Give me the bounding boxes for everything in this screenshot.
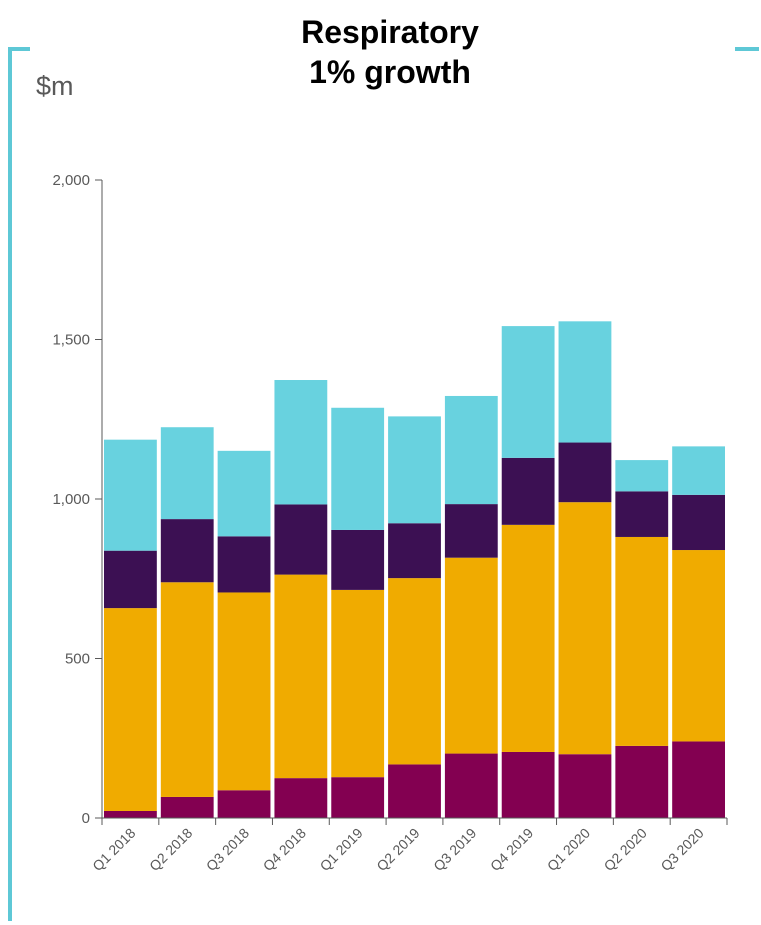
bar-segment-s3-10 xyxy=(672,446,725,495)
x-tick-label: Q2 2018 xyxy=(146,825,195,874)
bar-segment-s3-6 xyxy=(444,395,498,505)
bars-group xyxy=(104,321,725,819)
bar-segment-s1-9 xyxy=(615,536,669,746)
frame-top-right-tick xyxy=(735,47,759,51)
x-tick-label: Q3 2019 xyxy=(430,825,479,874)
y-unit-label: $m xyxy=(36,71,74,101)
bar-segment-s0-0 xyxy=(104,810,157,818)
bar-segment-s2-7 xyxy=(501,457,555,525)
bar-segment-s3-0 xyxy=(104,439,157,551)
y-tick-label: 1,000 xyxy=(52,491,90,508)
y-tick-label: 1,500 xyxy=(52,332,90,349)
frame-top-left-tick xyxy=(8,47,30,51)
bar-segment-s3-3 xyxy=(274,380,328,505)
bar-segment-s2-10 xyxy=(672,494,725,551)
frame-left-bar xyxy=(8,47,12,921)
bar-segment-s1-10 xyxy=(672,550,725,742)
bar-segment-s0-8 xyxy=(558,754,612,818)
bar-segment-s0-4 xyxy=(331,777,385,818)
bar-segment-s2-8 xyxy=(558,442,612,503)
bar-segment-s2-2 xyxy=(217,536,271,593)
bar-segment-s1-0 xyxy=(104,608,157,811)
bar-segment-s2-4 xyxy=(331,529,385,590)
bar-segment-s2-3 xyxy=(274,504,328,575)
x-tick-label: Q4 2018 xyxy=(260,825,309,874)
bar-segment-s0-10 xyxy=(672,741,725,818)
x-tick-label: Q1 2019 xyxy=(317,825,366,874)
bar-segment-s2-9 xyxy=(615,491,669,537)
bar-segment-s3-5 xyxy=(388,416,441,524)
bar-segment-s1-3 xyxy=(274,574,328,779)
bar-segment-s1-7 xyxy=(501,524,555,752)
bar-segment-s2-5 xyxy=(388,523,441,579)
bar-segment-s1-2 xyxy=(217,592,271,791)
bar-segment-s0-9 xyxy=(615,745,669,818)
bar-segment-s0-2 xyxy=(217,790,271,818)
x-tick-label: Q1 2020 xyxy=(544,825,593,874)
bar-segment-s3-7 xyxy=(501,326,555,458)
x-tick-label: Q3 2020 xyxy=(657,825,706,874)
bar-segment-s0-1 xyxy=(160,796,214,818)
bar-segment-s1-5 xyxy=(388,578,441,765)
x-tick-label: Q1 2018 xyxy=(89,825,138,874)
bar-segment-s2-6 xyxy=(444,504,498,558)
chart-title-line1: Respiratory xyxy=(301,14,479,50)
bar-segment-s2-1 xyxy=(160,519,214,583)
x-tick-label: Q4 2019 xyxy=(487,825,536,874)
y-tick-label: 500 xyxy=(65,651,90,668)
bar-segment-s3-2 xyxy=(217,450,271,537)
bar-segment-s0-3 xyxy=(274,778,328,819)
chart-title-line2: 1% growth xyxy=(309,54,471,90)
x-tick-label: Q2 2019 xyxy=(373,825,422,874)
y-tick-label: 0 xyxy=(82,810,90,827)
x-tick-label: Q2 2020 xyxy=(601,825,650,874)
bar-segment-s3-8 xyxy=(558,321,612,443)
bar-segment-s0-6 xyxy=(444,753,498,818)
bar-segment-s3-4 xyxy=(331,407,385,530)
x-tick-label: Q3 2018 xyxy=(203,825,252,874)
bar-segment-s0-7 xyxy=(501,751,555,818)
bar-segment-s3-9 xyxy=(615,460,669,492)
bar-segment-s1-6 xyxy=(444,557,498,754)
y-tick-label: 2,000 xyxy=(52,172,90,189)
bar-segment-s0-5 xyxy=(388,764,441,818)
bar-segment-s1-8 xyxy=(558,502,612,755)
bar-segment-s2-0 xyxy=(104,550,157,609)
bar-segment-s1-4 xyxy=(331,589,385,778)
chart-title: Respiratory 1% growth xyxy=(200,12,580,92)
bar-segment-s1-1 xyxy=(160,582,214,797)
bar-segment-s3-1 xyxy=(160,427,214,520)
